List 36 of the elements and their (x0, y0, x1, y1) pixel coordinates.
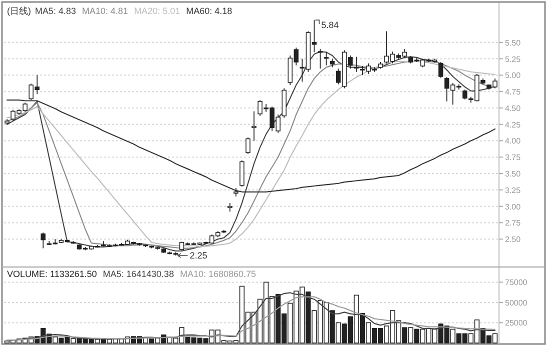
candlestick (252, 110, 256, 142)
annotation: 5.84 (321, 20, 339, 30)
text: MA10: 4.81 (82, 6, 128, 16)
y-tick-label: 75000 (505, 278, 528, 288)
candlestick (438, 62, 444, 78)
y-tick-label: 5.25 (505, 54, 522, 64)
y-tick-label: 3.25 (505, 186, 522, 195)
candlestick (324, 52, 329, 66)
text: MA5: 4.83 (35, 6, 76, 16)
text: MA60: 4.18 (186, 6, 232, 16)
y-tick-label: 4.50 (505, 104, 522, 113)
y-tick-label: 2.50 (505, 235, 522, 244)
y-tick-label: 4.75 (505, 88, 522, 97)
y-tick-label: 25000 (505, 318, 528, 328)
y-tick-label: 3.50 (505, 170, 522, 179)
annotation: 2.25 (190, 250, 208, 261)
candlestick (354, 56, 359, 72)
candlestick (246, 137, 250, 154)
y-tick-label: 3.00 (505, 202, 522, 212)
text: MA5: 1641430.38 (102, 269, 174, 279)
y-tick-label: 2.75 (505, 218, 522, 228)
y-tick-label: 3.75 (505, 153, 522, 162)
candlestick (462, 89, 468, 100)
chart-title: (日线) (7, 6, 31, 16)
candlestick (318, 48, 323, 70)
y-tick-label: 5.50 (505, 38, 522, 48)
text: VOLUME: 1133261.50 (7, 269, 97, 279)
y-tick-label: 4.25 (505, 120, 522, 130)
y-tick-label: 4.00 (505, 136, 522, 146)
candlestick (40, 232, 46, 249)
text: MA20: 5.01 (134, 6, 180, 16)
y-tick-label: 5.00 (505, 71, 522, 80)
line-series (6, 100, 496, 192)
text: MA10: 1680860.75 (180, 269, 256, 279)
candlestick (240, 160, 244, 188)
y-tick-label: 50000 (505, 298, 528, 308)
